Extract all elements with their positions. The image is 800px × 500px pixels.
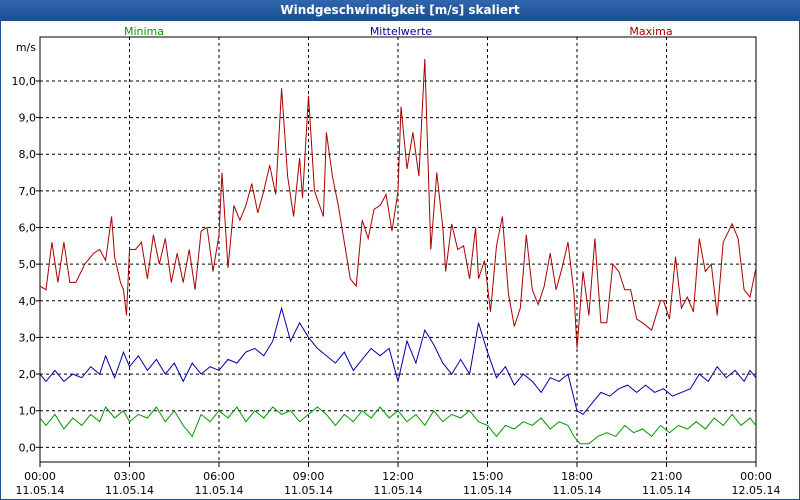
x-tick-time: 00:00 [740, 470, 772, 483]
y-tick-label: 0,0 [19, 441, 37, 454]
legend: Minima Mittelwerte Maxima [124, 25, 673, 38]
legend-minima: Minima [124, 25, 164, 38]
y-tick-label: 3,0 [19, 331, 37, 344]
y-tick-label: 10,0 [12, 75, 37, 88]
x-tick-time: 18:00 [561, 470, 593, 483]
x-tick-time: 03:00 [114, 470, 146, 483]
y-tick-label: 5,0 [19, 258, 37, 271]
y-axis-unit: m/s [16, 41, 36, 54]
y-tick-label: 6,0 [19, 222, 37, 235]
axes: 0,0 1,0 2,0 3,0 4,0 5,0 6,0 7,0 8,0 9,0 10,0 m/s 00:… [12, 36, 781, 497]
y-tick-label: 7,0 [19, 185, 37, 198]
x-tick-date: 11.05.14 [105, 484, 154, 497]
y-tick-label: 8,0 [19, 148, 37, 161]
x-tick-time: 06:00 [203, 470, 235, 483]
series-lines [39, 58, 757, 445]
x-tick-time: 12:00 [382, 470, 414, 483]
x-tick-date: 11.05.14 [16, 484, 65, 497]
y-tick-label: 4,0 [19, 295, 37, 308]
series-line-mittelwerte [39, 306, 757, 416]
legend-mittelwerte: Mittelwerte [370, 25, 433, 38]
y-tick-label: 2,0 [19, 368, 37, 381]
x-tick-time: 09:00 [293, 470, 325, 483]
x-tick-time: 00:00 [24, 470, 56, 483]
x-tick-date: 11.05.14 [463, 484, 512, 497]
x-tick-date: 11.05.14 [284, 484, 333, 497]
x-tick-date: 11.05.14 [553, 484, 602, 497]
x-tick-date: 11.05.14 [374, 484, 423, 497]
series-line-minima [39, 406, 757, 445]
y-tick-label: 1,0 [19, 405, 37, 418]
x-tick-date: 12.05.14 [732, 484, 781, 497]
x-tick-time: 21:00 [651, 470, 683, 483]
series-line-maxima [39, 58, 757, 349]
grid [40, 37, 756, 462]
x-tick-date: 11.05.14 [195, 484, 244, 497]
legend-maxima: Maxima [629, 25, 672, 38]
x-tick-date: 11.05.14 [642, 484, 691, 497]
x-tick-time: 15:00 [472, 470, 504, 483]
y-tick-label: 9,0 [19, 112, 37, 125]
chart-title: Windgeschwindigkeit [m/s] skaliert [0, 0, 800, 20]
